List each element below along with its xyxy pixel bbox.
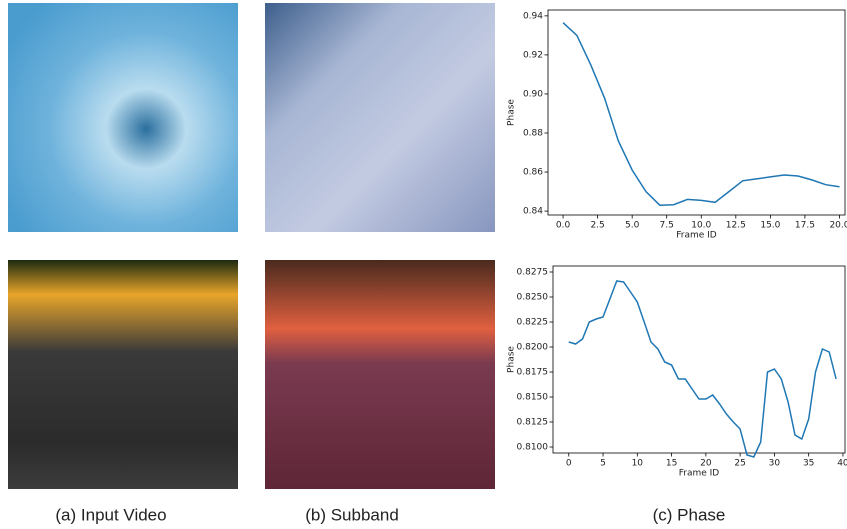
data-line: [569, 281, 836, 457]
x-tick-label: 5: [600, 459, 606, 469]
x-tick-label: 20: [700, 459, 712, 469]
x-tick-label: 30: [769, 459, 781, 469]
y-axis-label: Phase: [507, 99, 517, 126]
x-tick-label: 10.0: [691, 221, 711, 231]
y-tick-label: 0.88: [523, 129, 543, 139]
y-tick-label: 0.92: [523, 50, 543, 60]
x-tick-label: 15: [666, 459, 677, 469]
y-tick-label: 0.8225: [517, 318, 549, 328]
y-tick-label: 0.86: [523, 168, 543, 178]
y-tick-label: 0.8100: [517, 443, 549, 453]
y-tick-label: 0.8200: [517, 343, 549, 353]
x-tick-label: 0.0: [556, 221, 571, 231]
x-tick-label: 10: [632, 459, 644, 469]
x-tick-label: 35: [803, 459, 814, 469]
subband-frame: [265, 3, 495, 232]
x-tick-label: 7.5: [660, 221, 674, 231]
x-tick-label: 5.0: [625, 221, 640, 231]
x-tick-label: 0: [566, 459, 572, 469]
y-tick-label: 0.8150: [517, 393, 549, 403]
x-tick-label: 20.0: [829, 221, 847, 231]
x-tick-label: 12.5: [726, 221, 746, 231]
x-tick-label: 17.5: [795, 221, 815, 231]
plot-frame: [548, 10, 845, 215]
caption: (a) Input Video: [55, 505, 166, 524]
x-tick-label: 40: [837, 459, 847, 469]
caption: (b) Subband: [305, 505, 399, 524]
input-video-frame: [8, 260, 238, 489]
y-tick-label: 0.90: [523, 89, 543, 99]
y-tick-label: 0.94: [523, 11, 543, 21]
plot-frame: [553, 266, 845, 453]
y-axis-label: Phase: [507, 346, 517, 373]
x-tick-label: 25: [734, 459, 745, 469]
input-video-frame: [8, 3, 238, 232]
y-tick-label: 0.8250: [517, 293, 549, 303]
caption: (c) Phase: [653, 505, 726, 524]
y-tick-label: 0.8175: [517, 368, 549, 378]
x-tick-label: 2.5: [590, 221, 604, 231]
x-axis-label: Frame ID: [676, 231, 717, 241]
x-tick-label: 15.0: [760, 221, 780, 231]
figure: (a) Input Video (b) Subband (c) Phase 0.…: [0, 0, 847, 529]
data-line: [563, 23, 839, 206]
y-tick-label: 0.8275: [517, 268, 549, 278]
y-tick-label: 0.8125: [517, 418, 549, 428]
subband-frame: [265, 260, 495, 489]
x-axis-label: Frame ID: [679, 469, 720, 479]
y-tick-label: 0.84: [523, 207, 543, 217]
